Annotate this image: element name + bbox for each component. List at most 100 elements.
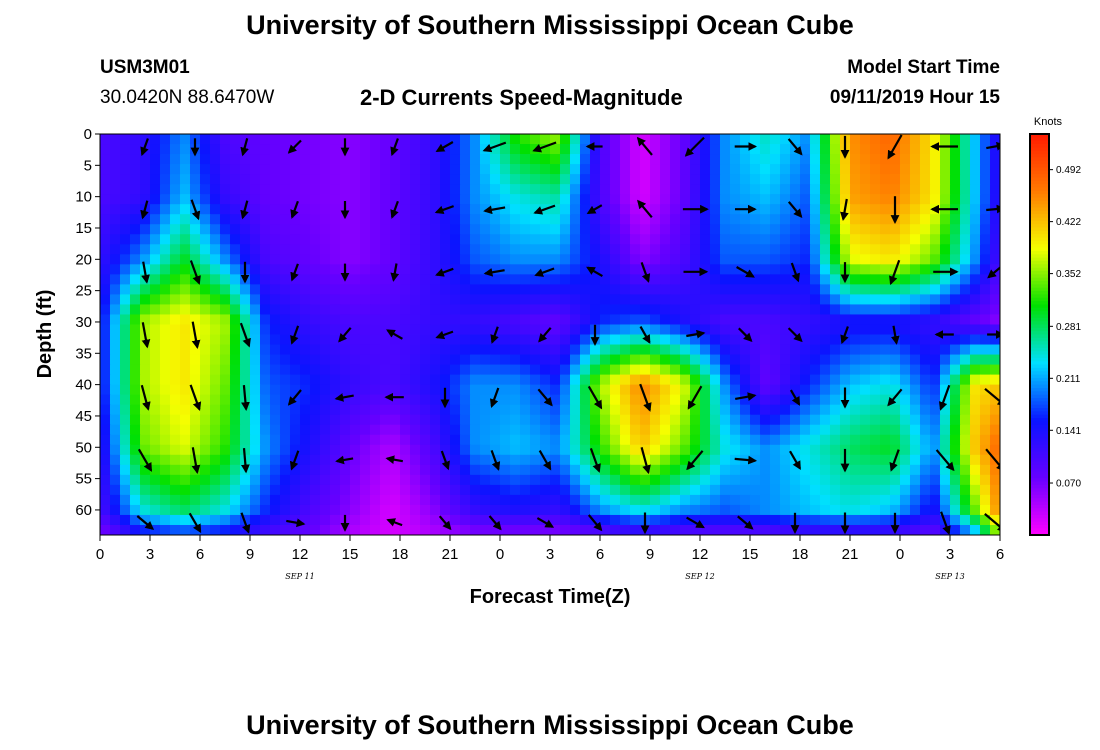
- heatmap-cell: [900, 284, 911, 296]
- heatmap-cell: [890, 234, 901, 245]
- heatmap-cell: [180, 334, 191, 346]
- heatmap-cell: [540, 274, 551, 285]
- heatmap-cell: [140, 434, 151, 446]
- heatmap-cell: [500, 404, 511, 416]
- heatmap-cell: [520, 464, 531, 476]
- heatmap-cell: [770, 154, 781, 165]
- heatmap-cell: [600, 454, 611, 466]
- heatmap-cell: [830, 284, 841, 296]
- heatmap-cell: [800, 354, 811, 366]
- heatmap-cell: [260, 394, 271, 406]
- heatmap-cell: [120, 394, 131, 406]
- heatmap-cell: [990, 194, 1000, 205]
- heatmap-cell: [430, 184, 441, 195]
- current-vector: [640, 262, 651, 283]
- heatmap-cell: [800, 444, 811, 456]
- heatmap-cell: [750, 424, 761, 436]
- heatmap-cell: [390, 364, 401, 376]
- heatmap-cell: [550, 134, 561, 145]
- heatmap-cell: [640, 324, 651, 336]
- heatmap-cell: [300, 294, 311, 306]
- heatmap-cell: [260, 364, 271, 376]
- heatmap-cell: [870, 144, 881, 155]
- heatmap-cell: [900, 394, 911, 406]
- current-vector: [787, 327, 803, 343]
- heatmap-cell: [500, 174, 511, 185]
- heatmap-cell: [470, 194, 481, 205]
- heatmap-cell: [590, 284, 601, 296]
- heatmap-cell: [120, 334, 131, 346]
- heatmap-cell: [740, 344, 751, 356]
- heatmap-cell: [590, 194, 601, 205]
- heatmap-cell: [430, 164, 441, 175]
- heatmap-cell: [620, 374, 631, 386]
- heatmap-cell: [270, 264, 281, 275]
- heatmap-cell: [690, 384, 701, 396]
- heatmap-cell: [620, 394, 631, 406]
- heatmap-cell: [870, 264, 881, 275]
- heatmap-cell: [310, 284, 321, 296]
- heatmap-cell: [760, 334, 771, 346]
- heatmap-cell: [640, 474, 651, 486]
- heatmap-cell: [160, 514, 171, 526]
- heatmap-cell: [760, 314, 771, 326]
- heatmap-cell: [160, 304, 171, 316]
- heatmap-cell: [380, 204, 391, 215]
- heatmap-cell: [500, 494, 511, 506]
- heatmap-cell: [150, 194, 161, 205]
- heatmap-cell: [550, 234, 561, 245]
- heatmap-cell: [190, 414, 201, 426]
- heatmap-cell: [490, 324, 501, 336]
- heatmap-cell: [980, 144, 991, 155]
- heatmap-cell: [730, 214, 741, 225]
- colorbar-segment: [1030, 531, 1049, 536]
- heatmap-cell: [370, 164, 381, 175]
- heatmap-cell: [770, 494, 781, 506]
- heatmap-cell: [880, 404, 891, 416]
- heatmap-cell: [970, 414, 981, 426]
- heatmap-cell: [930, 314, 941, 326]
- heatmap-cell: [410, 344, 421, 356]
- heatmap-cell: [150, 164, 161, 175]
- heatmap-cell: [940, 274, 951, 285]
- heatmap-cell: [650, 494, 661, 506]
- heatmap-cell: [920, 294, 931, 306]
- heatmap-cell: [360, 524, 371, 535]
- heatmap-cell: [500, 314, 511, 326]
- heatmap-cell: [960, 174, 971, 185]
- heatmap-cell: [490, 284, 501, 296]
- heatmap-cell: [590, 364, 601, 376]
- heatmap-cell: [440, 464, 451, 476]
- heatmap-cell: [220, 504, 231, 516]
- heatmap-cell: [620, 164, 631, 175]
- heatmap-cell: [540, 364, 551, 376]
- heatmap-cell: [970, 254, 981, 265]
- heatmap-cell: [890, 164, 901, 175]
- heatmap-cell: [270, 504, 281, 516]
- heatmap-cell: [120, 454, 131, 466]
- heatmap-cell: [470, 404, 481, 416]
- heatmap-cell: [560, 484, 571, 496]
- heatmap-cell: [230, 434, 241, 446]
- heatmap-cell: [700, 504, 711, 516]
- heatmap-cell: [850, 324, 861, 336]
- heatmap-cell: [430, 354, 441, 366]
- heatmap-cell: [610, 134, 621, 145]
- current-vector: [140, 138, 149, 157]
- heatmap-cell: [360, 294, 371, 306]
- heatmap-cell: [720, 434, 731, 446]
- heatmap-cell: [480, 174, 491, 185]
- heatmap-cell: [730, 424, 741, 436]
- heatmap-cell: [590, 244, 601, 255]
- heatmap-cell: [830, 424, 841, 436]
- heatmap-cell: [290, 244, 301, 255]
- heatmap-cell: [650, 484, 661, 496]
- heatmap-cell: [150, 154, 161, 165]
- heatmap-cell: [220, 334, 231, 346]
- heatmap-cell: [330, 324, 341, 336]
- heatmap-cell: [840, 224, 851, 235]
- heatmap-cell: [540, 254, 551, 265]
- heatmap-cell: [450, 354, 461, 366]
- heatmap-cell: [340, 504, 351, 516]
- heatmap-cell: [390, 314, 401, 326]
